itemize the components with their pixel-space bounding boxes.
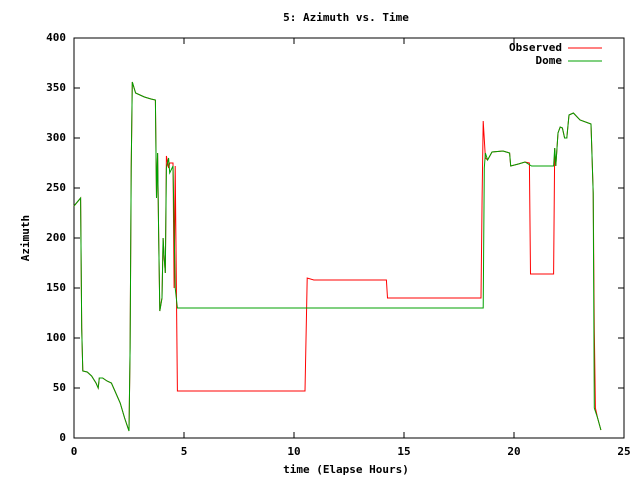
y-tick-label: 350	[46, 81, 66, 94]
y-tick-label: 150	[46, 281, 66, 294]
x-axis-label: time (Elapse Hours)	[283, 463, 409, 476]
data-line	[73, 81, 602, 432]
y-tick-label: 0	[59, 431, 66, 444]
y-axis-label: Azimuth	[19, 215, 32, 261]
x-tick-label: 20	[507, 445, 520, 458]
legend-label: Dome	[536, 54, 563, 67]
y-tick-label: 300	[46, 131, 66, 144]
y-tick-label: 200	[46, 231, 66, 244]
x-tick-label: 0	[71, 445, 78, 458]
y-tick-label: 250	[46, 181, 66, 194]
x-tick-label: 5	[181, 445, 188, 458]
x-tick-label: 25	[617, 445, 630, 458]
x-tick-label: 10	[287, 445, 300, 458]
chart-title: 5: Azimuth vs. Time	[283, 11, 409, 24]
y-tick-label: 100	[46, 331, 66, 344]
y-tick-label: 50	[53, 381, 66, 394]
y-tick-label: 400	[46, 31, 66, 44]
x-tick-label: 15	[397, 445, 410, 458]
legend-label: Observed	[509, 41, 562, 54]
